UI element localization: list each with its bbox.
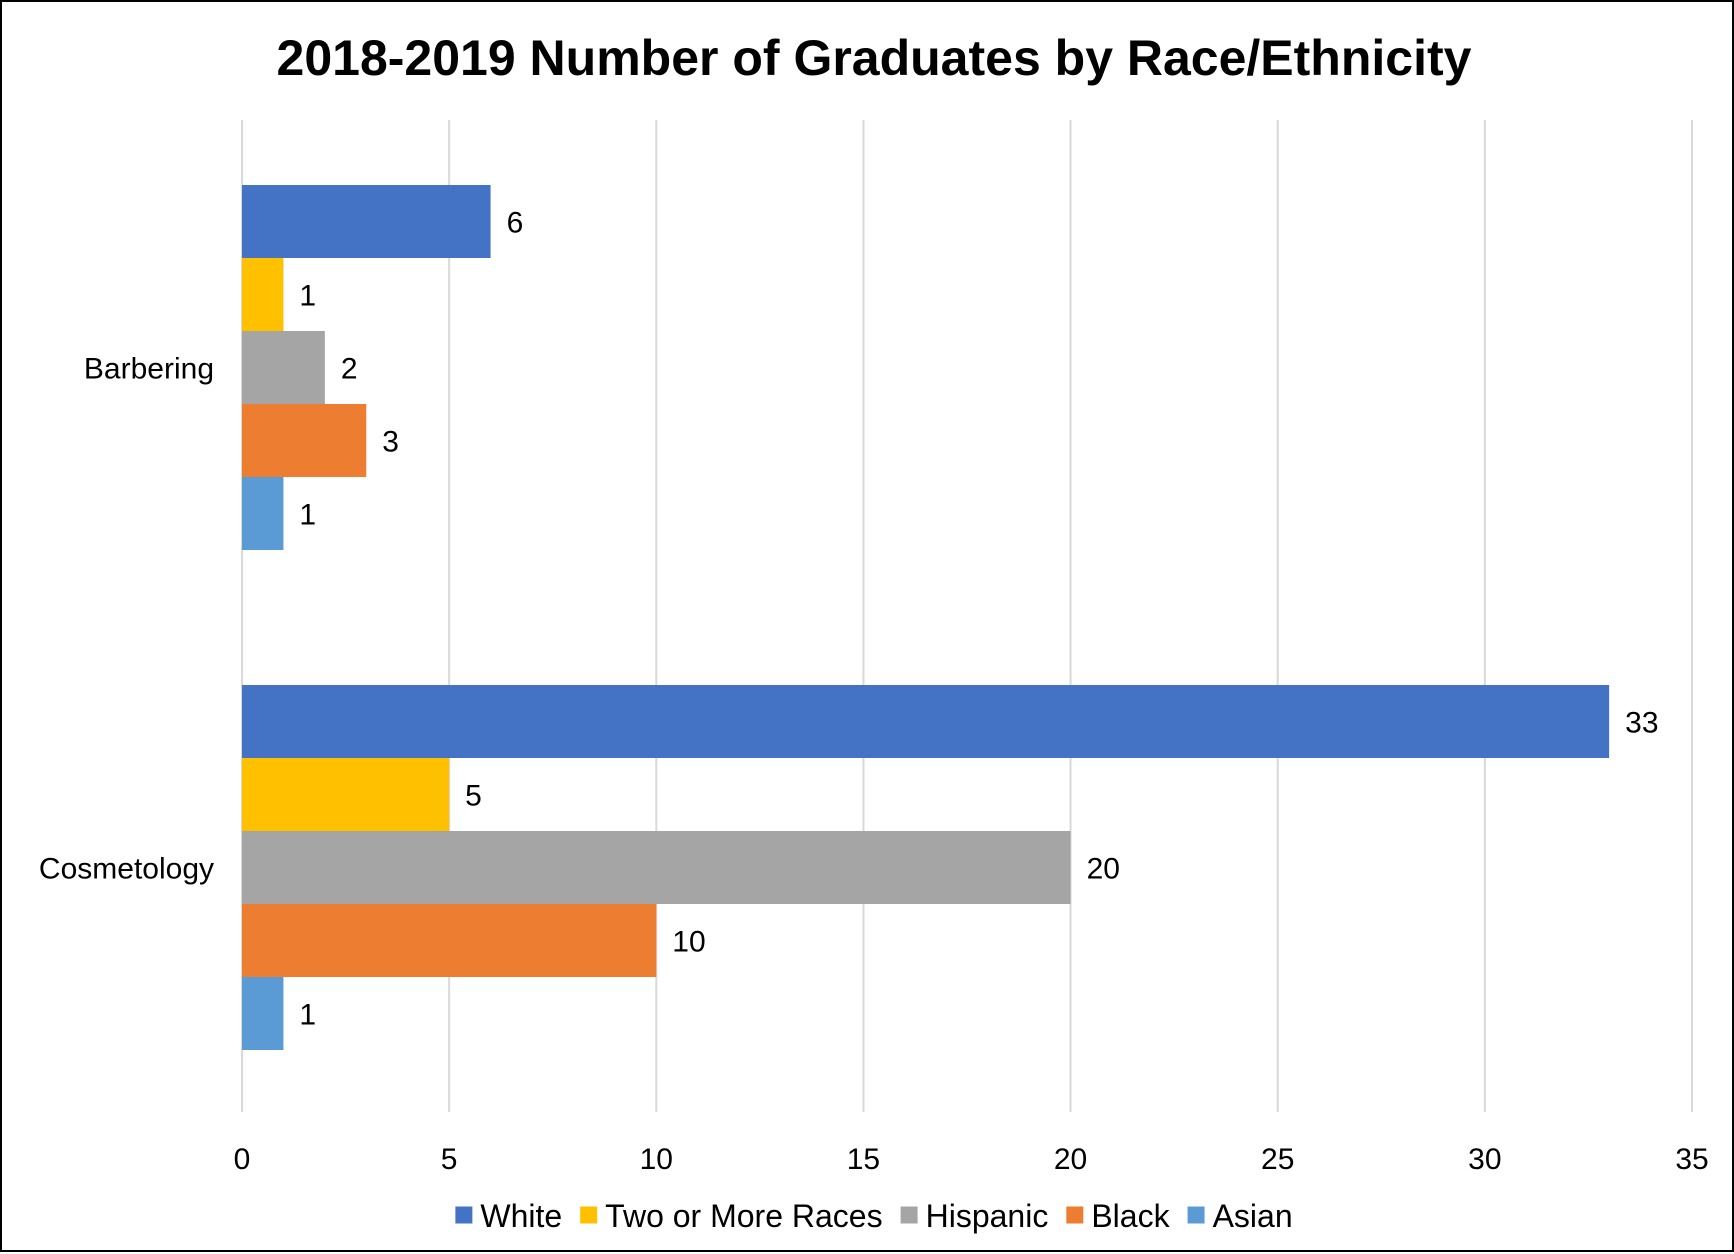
legend-swatch bbox=[455, 1206, 473, 1224]
gridlines bbox=[241, 120, 1693, 1112]
x-tick-label: 0 bbox=[234, 1143, 251, 1176]
data-label: 1 bbox=[299, 280, 316, 313]
x-tick-label: 20 bbox=[1054, 1143, 1087, 1176]
legend: White Two or More Races Hispanic Black Asian bbox=[455, 1198, 1293, 1234]
legend-swatch bbox=[580, 1206, 598, 1224]
data-label: 20 bbox=[1087, 853, 1120, 886]
bars bbox=[242, 185, 1610, 1050]
y-category-label: Barbering bbox=[84, 353, 214, 386]
x-tick-label: 5 bbox=[441, 1143, 458, 1176]
legend-label: Hispanic bbox=[926, 1198, 1049, 1234]
bar-black bbox=[242, 404, 367, 477]
legend-label: Asian bbox=[1213, 1198, 1293, 1234]
bar-two-or-more-races bbox=[242, 758, 450, 831]
legend-label: Black bbox=[1091, 1198, 1170, 1234]
legend-swatch bbox=[1187, 1206, 1205, 1224]
bar-white bbox=[242, 685, 1610, 758]
data-label: 2 bbox=[341, 353, 358, 386]
y-axis-categories: Barbering Cosmetology bbox=[39, 353, 214, 886]
bar-hispanic bbox=[242, 831, 1071, 904]
data-label: 10 bbox=[672, 926, 705, 959]
bar-two-or-more-races bbox=[242, 258, 284, 331]
data-label: 1 bbox=[299, 999, 316, 1032]
x-tick-label: 10 bbox=[640, 1143, 673, 1176]
bar-asian bbox=[242, 477, 284, 550]
bar-hispanic bbox=[242, 331, 325, 404]
bar-black bbox=[242, 904, 657, 977]
data-labels: 6 1 2 3 1 33 5 20 10 1 bbox=[299, 207, 1658, 1032]
x-tick-label: 35 bbox=[1675, 1143, 1708, 1176]
x-tick-label: 15 bbox=[847, 1143, 880, 1176]
data-label: 1 bbox=[299, 499, 316, 532]
legend-label: Two or More Races bbox=[605, 1198, 882, 1234]
data-label: 6 bbox=[507, 207, 524, 240]
data-label: 33 bbox=[1625, 707, 1658, 740]
data-label: 5 bbox=[465, 780, 482, 813]
bar-white bbox=[242, 185, 491, 258]
bar-asian bbox=[242, 977, 284, 1050]
y-category-label: Cosmetology bbox=[39, 853, 214, 886]
x-tick-label: 30 bbox=[1468, 1143, 1501, 1176]
x-axis-ticks: 0 5 10 15 20 25 30 35 bbox=[234, 1143, 1709, 1176]
chart-title: 2018-2019 Number of Graduates by Race/Et… bbox=[277, 30, 1472, 86]
legend-swatch bbox=[900, 1206, 918, 1224]
legend-label: White bbox=[480, 1198, 562, 1234]
legend-swatch bbox=[1066, 1206, 1084, 1224]
x-tick-label: 25 bbox=[1261, 1143, 1294, 1176]
data-label: 3 bbox=[382, 426, 399, 459]
